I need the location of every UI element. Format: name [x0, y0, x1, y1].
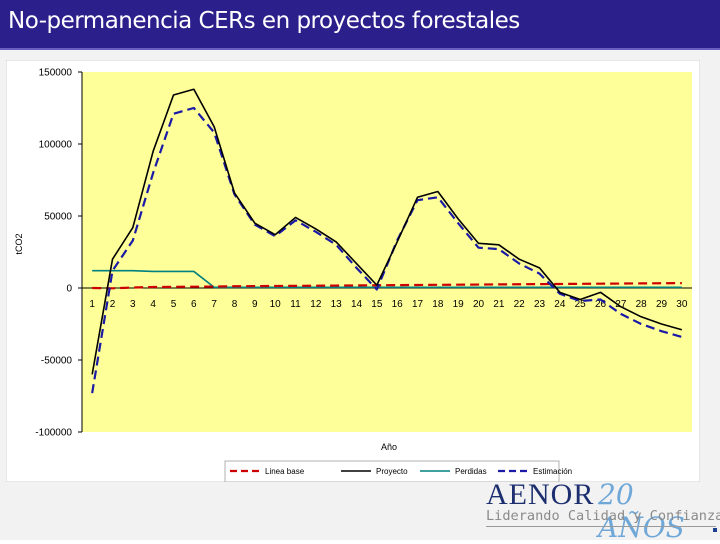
legend-label-2: Proyecto — [376, 467, 408, 476]
logo-divider — [486, 526, 716, 527]
x-tick-label: 4 — [150, 299, 156, 310]
series-lines — [91, 88, 683, 394]
legend-label-3: Perdidas — [455, 467, 487, 476]
x-tick-label: 30 — [676, 299, 688, 310]
x-tick-label: 18 — [432, 299, 444, 310]
x-tick-label: 17 — [412, 299, 424, 310]
x-tick-label: 8 — [232, 299, 238, 310]
legend-label-1: Linea base — [265, 467, 305, 476]
legend-label-4: Estimación — [533, 467, 572, 476]
aenor-logo: AENOR 20 AÑOS Liderando Calidad y Confia… — [486, 478, 720, 544]
y-tick-label: -100000 — [35, 428, 72, 439]
y-tick-label: 0 — [66, 284, 72, 295]
logo-tagline: Liderando Calidad y Confianza — [486, 508, 720, 524]
x-tick-label: 23 — [534, 299, 546, 310]
x-tick-label: 15 — [371, 299, 383, 310]
x-tick-label: 13 — [331, 299, 343, 310]
x-tick-label: 26 — [595, 299, 607, 310]
title-bar: No-permanencia CERs en proyectos foresta… — [0, 0, 720, 50]
x-tick-label: 22 — [514, 299, 526, 310]
x-axis: 1 2 3 4 5 6 7 8 9 10 11 12 13 14 15 16 17 18 19 20 21 22 23 24 2… — [82, 287, 692, 310]
x-tick-label: 29 — [656, 299, 668, 310]
x-tick-label: 19 — [453, 299, 465, 310]
title-underline — [0, 48, 720, 50]
logo-brand: AENOR — [486, 478, 595, 511]
x-tick-label: 28 — [636, 299, 648, 310]
y-tick-label: 150000 — [39, 68, 73, 79]
x-tick-label: 11 — [290, 299, 301, 310]
legend-box — [224, 460, 560, 482]
x-tick-label: 14 — [351, 299, 363, 310]
x-tick-label: 16 — [392, 299, 404, 310]
series-line-3 — [92, 269, 682, 289]
x-tick-label: 20 — [473, 299, 485, 310]
x-tick-label: 2 — [110, 299, 116, 310]
x-tick-label: 27 — [615, 299, 627, 310]
x-tick-label: 1 — [89, 299, 95, 310]
y-axis-label: tCO2 — [14, 233, 24, 254]
slide-title: No-permanencia CERs en proyectos foresta… — [8, 8, 520, 34]
series-line-1 — [92, 282, 682, 290]
x-tick-label: 21 — [493, 299, 505, 310]
y-axis: 150000 100000 50000 0 -50000 -100000 — [35, 68, 83, 439]
x-tick-label: 12 — [310, 299, 322, 310]
x-tick-label: 24 — [554, 299, 566, 310]
logo-anniversary: 20 AÑOS — [598, 478, 685, 544]
plot-area — [82, 72, 692, 432]
x-tick-label: 3 — [130, 299, 136, 310]
x-tick-label: 9 — [252, 299, 258, 310]
legend: Linea base Proyecto Perdidas Estimación — [224, 460, 572, 482]
series-line-2 — [91, 88, 683, 375]
y-tick-label: 100000 — [39, 140, 73, 151]
y-tick-label: -50000 — [41, 356, 73, 367]
y-tick-label: 50000 — [44, 212, 72, 223]
x-tick-label: 25 — [575, 299, 587, 310]
x-tick-label: 7 — [211, 299, 217, 310]
x-tick-label: 10 — [270, 299, 282, 310]
x-axis-label: Año — [381, 442, 397, 452]
x-tick-label: 6 — [191, 299, 197, 310]
x-tick-label: 5 — [171, 299, 177, 310]
logo-dot — [713, 528, 717, 532]
